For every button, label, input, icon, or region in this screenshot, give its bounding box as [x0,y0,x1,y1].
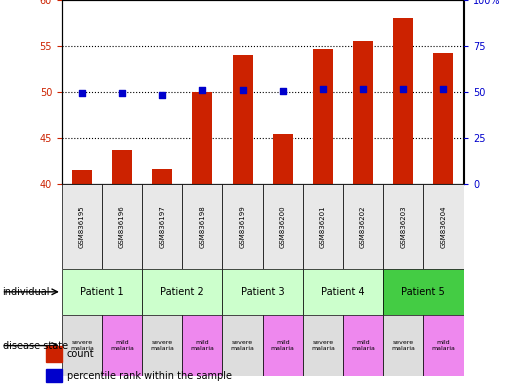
Bar [273,134,293,184]
FancyBboxPatch shape [222,269,303,315]
Point [319,86,327,93]
FancyBboxPatch shape [222,315,263,376]
FancyBboxPatch shape [383,315,423,376]
FancyBboxPatch shape [62,184,102,269]
Bar [152,169,172,184]
Text: Patient 1: Patient 1 [80,287,124,297]
Text: GSM836201: GSM836201 [320,205,326,248]
Point [158,92,166,98]
Text: individual: individual [3,287,50,297]
Point [78,90,86,96]
FancyBboxPatch shape [182,315,222,376]
FancyBboxPatch shape [142,184,182,269]
Bar [313,49,333,184]
Text: GSM836200: GSM836200 [280,205,286,248]
Point [359,86,367,93]
FancyBboxPatch shape [62,315,102,376]
Text: disease state: disease state [3,341,67,351]
Text: mild
malaria: mild malaria [351,340,375,351]
FancyBboxPatch shape [423,184,464,269]
Text: severe
malaria: severe malaria [150,340,174,351]
Bar [433,53,453,184]
Bar [112,150,132,184]
FancyBboxPatch shape [423,315,464,376]
Bar [393,18,413,184]
FancyBboxPatch shape [62,269,142,315]
Text: GSM836199: GSM836199 [239,205,246,248]
Text: GSM836202: GSM836202 [360,205,366,248]
Bar [192,92,212,184]
Text: Patient 4: Patient 4 [321,287,365,297]
Bar [72,170,92,184]
Bar [46,346,62,362]
Point [198,87,207,93]
FancyBboxPatch shape [102,184,142,269]
Point [439,86,448,93]
Text: mild
malaria: mild malaria [110,340,134,351]
FancyBboxPatch shape [383,184,423,269]
Bar [232,55,252,184]
FancyBboxPatch shape [263,184,303,269]
Text: Patient 2: Patient 2 [161,287,204,297]
Text: GSM836195: GSM836195 [79,205,85,248]
FancyBboxPatch shape [263,315,303,376]
Text: severe
malaria: severe malaria [70,340,94,351]
Text: Patient 3: Patient 3 [241,287,284,297]
Text: count: count [67,349,95,359]
Bar [353,41,373,184]
Text: GSM836196: GSM836196 [119,205,125,248]
Text: severe
malaria: severe malaria [311,340,335,351]
FancyBboxPatch shape [222,184,263,269]
Text: severe
malaria: severe malaria [231,340,254,351]
Text: GSM836197: GSM836197 [159,205,165,248]
FancyBboxPatch shape [303,315,343,376]
FancyBboxPatch shape [142,315,182,376]
Text: severe
malaria: severe malaria [391,340,415,351]
FancyBboxPatch shape [303,184,343,269]
FancyBboxPatch shape [303,269,383,315]
Text: GSM836203: GSM836203 [400,205,406,248]
FancyBboxPatch shape [102,315,142,376]
FancyBboxPatch shape [343,184,383,269]
Text: Patient 5: Patient 5 [402,287,445,297]
FancyBboxPatch shape [182,184,222,269]
Point [238,87,247,93]
Text: mild
malaria: mild malaria [432,340,455,351]
Point [399,86,407,93]
Point [279,88,287,94]
Text: GSM836198: GSM836198 [199,205,205,248]
FancyBboxPatch shape [142,269,222,315]
Text: mild
malaria: mild malaria [271,340,295,351]
Point [118,90,126,96]
FancyBboxPatch shape [383,269,464,315]
Text: GSM836204: GSM836204 [440,205,447,248]
Bar [46,369,62,382]
Text: mild
malaria: mild malaria [191,340,214,351]
Text: percentile rank within the sample: percentile rank within the sample [67,371,232,381]
FancyBboxPatch shape [343,315,383,376]
